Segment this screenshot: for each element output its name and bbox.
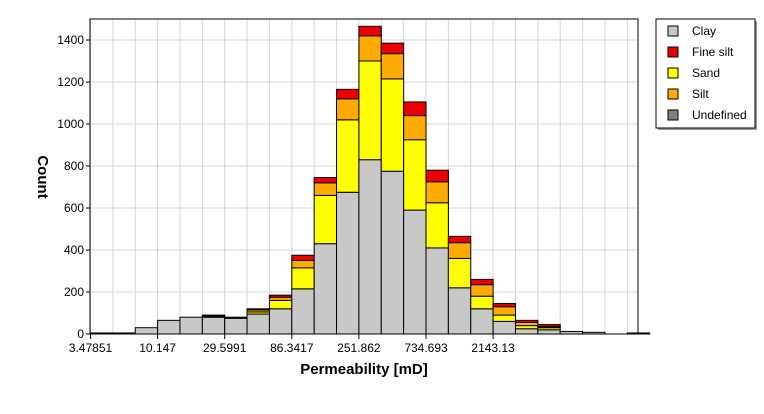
y-tick-label: 400 <box>64 243 84 257</box>
bar-segment-clay <box>380 170 405 335</box>
bar-segment-fine-silt <box>403 101 427 117</box>
bar-segment-clay <box>268 308 293 335</box>
legend-label-sand[interactable]: Sand <box>692 66 720 80</box>
legend-swatch-sand[interactable] <box>667 67 679 79</box>
bar-segment-clay <box>403 209 427 335</box>
bar-segment-fine-silt <box>492 303 516 308</box>
y-axis-title: Count <box>34 155 51 198</box>
bar-segment-sand <box>425 202 449 249</box>
bar-segment-clay <box>224 317 248 335</box>
bar-segment-clay <box>492 320 516 335</box>
legend-label-undefined[interactable]: Undefined <box>692 108 747 122</box>
bar-segment-fine-silt <box>336 88 360 100</box>
bar-segment-clay <box>157 319 181 335</box>
legend-swatch-silt[interactable] <box>667 88 679 100</box>
bar-segment-fine-silt <box>268 294 293 298</box>
bar-segment-sand <box>336 119 360 193</box>
bar-segment-fine-silt <box>537 324 561 328</box>
y-tick-label: 0 <box>77 327 84 341</box>
bar-segment-sand <box>403 139 427 211</box>
bar-segment-fine-silt <box>313 177 338 184</box>
bar-segment-clay <box>447 287 472 335</box>
x-axis: 3.47851 10.147 29.5991 86.3417 251.862 734.69… <box>69 334 515 355</box>
bar-segment-sand <box>313 194 338 245</box>
x-tick-label: 29.5991 <box>203 341 247 355</box>
bar-segment-clay <box>514 328 539 335</box>
bar-segment-sand <box>492 314 516 322</box>
y-tick-label: 600 <box>64 201 84 215</box>
bar-segment-fine-silt <box>380 42 405 55</box>
bar-segment-sand <box>380 78 405 172</box>
y-tick-label: 1000 <box>57 117 84 131</box>
bar-segment-silt <box>470 284 494 297</box>
bar-segment-silt <box>380 53 405 80</box>
bar-segment-clay <box>246 313 270 335</box>
y-tick-label: 800 <box>64 159 84 173</box>
bar-segment-fine-silt <box>447 235 472 244</box>
legend-label-clay[interactable]: Clay <box>692 24 716 38</box>
y-tick-label: 1400 <box>57 33 84 47</box>
x-axis-title: Permeability [mD] <box>300 361 428 378</box>
bar-segment-clay <box>134 327 159 335</box>
bar-segment-fine-silt <box>246 308 270 311</box>
x-tick-label: 2143.13 <box>471 341 515 355</box>
bar-segment-fine-silt <box>514 319 539 323</box>
y-tick-label: 200 <box>64 285 84 299</box>
bar-segment-silt <box>425 181 449 204</box>
bar-segment-clay <box>336 191 360 335</box>
bar-segment-silt <box>358 35 382 62</box>
legend-label-fine-silt[interactable]: Fine silt <box>692 45 734 59</box>
bar-segment-silt <box>447 242 472 259</box>
bar-segment-fine-silt <box>291 254 315 261</box>
bar-segment-clay <box>179 316 203 335</box>
x-tick-label: 251.862 <box>337 341 381 355</box>
bar-segment-fine-silt <box>425 169 449 183</box>
bar-segment-sand <box>447 257 472 289</box>
bar-segment-clay <box>470 308 494 335</box>
bar-segment-sand <box>358 60 382 161</box>
legend-swatch-clay[interactable] <box>667 25 679 37</box>
bar-segment-clay <box>313 243 338 335</box>
legend-swatch-undefined[interactable] <box>667 109 679 121</box>
bar-segment-fine-silt <box>358 25 382 37</box>
bar-segment-fine-silt <box>201 314 226 317</box>
bar-segment-clay <box>425 247 449 335</box>
legend-label-silt[interactable]: Silt <box>692 87 709 101</box>
bar-segment-sand <box>268 299 293 310</box>
bar-segment-silt <box>224 316 248 319</box>
bar-segment-clay <box>201 316 226 335</box>
bar-segment-silt <box>313 182 338 196</box>
y-tick-label: 1200 <box>57 75 84 89</box>
bar-segment-silt <box>492 306 516 316</box>
bar-segment-fine-silt <box>470 278 494 286</box>
bar-segment-sand <box>470 295 494 310</box>
bar-segment-silt <box>403 115 427 141</box>
bar-segment-clay <box>537 329 561 335</box>
bar-segment-silt <box>336 98 360 121</box>
bars <box>90 25 651 335</box>
bar-segment-clay <box>291 288 315 335</box>
x-tick-label: 10.147 <box>139 341 176 355</box>
bar-segment-sand <box>291 267 315 290</box>
bar-segment-silt <box>291 260 315 269</box>
x-tick-label: 3.47851 <box>69 341 113 355</box>
legend-swatch-fine-silt[interactable] <box>667 46 679 58</box>
x-tick-label: 734.693 <box>404 341 448 355</box>
x-tick-label: 86.3417 <box>270 341 314 355</box>
plot-frame <box>89 18 639 335</box>
y-axis: 0 200 400 600 800 1000 1200 1400 <box>57 33 90 341</box>
legend[interactable]: Clay Fine silt Sand Silt Undefined <box>655 18 757 130</box>
bar-segment-clay <box>358 159 382 335</box>
